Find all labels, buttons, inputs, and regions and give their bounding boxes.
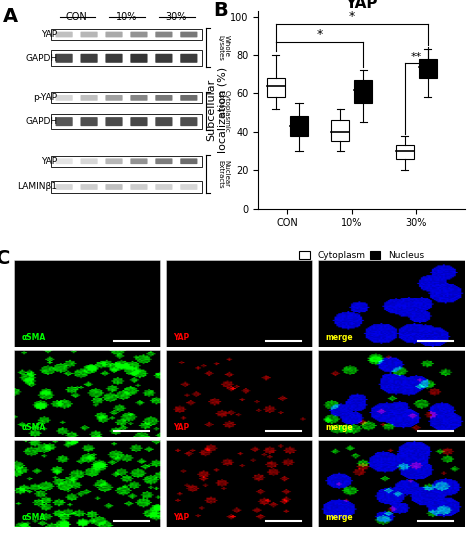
FancyBboxPatch shape	[180, 184, 198, 190]
Text: **: **	[410, 52, 422, 62]
Text: C: C	[0, 249, 10, 268]
FancyBboxPatch shape	[130, 54, 147, 63]
Text: Nuclear
Extracts: Nuclear Extracts	[217, 160, 230, 188]
Text: αSMA: αSMA	[21, 332, 46, 342]
Text: B: B	[213, 1, 228, 20]
FancyBboxPatch shape	[81, 95, 98, 101]
FancyBboxPatch shape	[105, 158, 123, 164]
FancyBboxPatch shape	[155, 54, 173, 63]
Bar	[51, 155, 202, 167]
Text: GAPDH: GAPDH	[25, 54, 57, 63]
Bar	[51, 29, 202, 40]
Text: Whole
Lysates: Whole Lysates	[217, 34, 230, 60]
Bar	[51, 51, 202, 66]
Text: YAP: YAP	[41, 157, 57, 166]
Text: αSMA: αSMA	[21, 423, 46, 432]
FancyBboxPatch shape	[130, 117, 147, 126]
FancyBboxPatch shape	[105, 32, 123, 38]
FancyBboxPatch shape	[55, 32, 73, 38]
Bar	[267, 78, 285, 97]
Text: *: *	[349, 10, 355, 23]
Bar	[355, 80, 373, 103]
Text: Cytoplasmic
Extracts: Cytoplasmic Extracts	[217, 89, 230, 132]
FancyBboxPatch shape	[81, 117, 98, 126]
FancyBboxPatch shape	[55, 184, 73, 190]
Text: p-YAP: p-YAP	[33, 94, 57, 102]
Text: merge: merge	[326, 332, 353, 342]
Text: YAP: YAP	[41, 30, 57, 39]
FancyBboxPatch shape	[130, 158, 147, 164]
Bar	[290, 117, 308, 136]
Bar	[51, 93, 202, 103]
Text: LAMINβ1: LAMINβ1	[18, 182, 57, 192]
Legend: Cytoplasm, Nucleus: Cytoplasm, Nucleus	[295, 247, 428, 264]
FancyBboxPatch shape	[105, 117, 123, 126]
FancyBboxPatch shape	[155, 117, 173, 126]
Bar	[331, 121, 349, 141]
Bar	[51, 114, 202, 130]
FancyBboxPatch shape	[155, 158, 173, 164]
FancyBboxPatch shape	[155, 95, 173, 101]
FancyBboxPatch shape	[55, 117, 73, 126]
Text: YAP: YAP	[173, 513, 190, 522]
Text: αSMA: αSMA	[21, 513, 46, 522]
Text: merge: merge	[326, 423, 353, 432]
Text: 10%: 10%	[116, 12, 137, 22]
FancyBboxPatch shape	[55, 158, 73, 164]
Text: YAP: YAP	[173, 332, 190, 342]
Text: *: *	[317, 27, 323, 40]
Bar	[419, 59, 437, 78]
FancyBboxPatch shape	[155, 184, 173, 190]
FancyBboxPatch shape	[81, 158, 98, 164]
FancyBboxPatch shape	[130, 184, 147, 190]
FancyBboxPatch shape	[105, 95, 123, 101]
FancyBboxPatch shape	[81, 184, 98, 190]
FancyBboxPatch shape	[55, 95, 73, 101]
Bar	[51, 181, 202, 193]
FancyBboxPatch shape	[180, 54, 198, 63]
Title: YAP: YAP	[345, 0, 378, 11]
FancyBboxPatch shape	[180, 32, 198, 38]
Text: CON: CON	[66, 12, 88, 22]
Text: GAPDH: GAPDH	[25, 117, 57, 126]
FancyBboxPatch shape	[105, 54, 123, 63]
FancyBboxPatch shape	[55, 54, 73, 63]
FancyBboxPatch shape	[105, 184, 123, 190]
Bar	[396, 145, 414, 159]
FancyBboxPatch shape	[180, 158, 198, 164]
FancyBboxPatch shape	[180, 117, 198, 126]
FancyBboxPatch shape	[81, 32, 98, 38]
FancyBboxPatch shape	[180, 95, 198, 101]
FancyBboxPatch shape	[155, 32, 173, 38]
Y-axis label: Subcellular
localization (%): Subcellular localization (%)	[206, 67, 228, 153]
Text: YAP: YAP	[173, 423, 190, 432]
Text: 30%: 30%	[166, 12, 187, 22]
FancyBboxPatch shape	[130, 95, 147, 101]
FancyBboxPatch shape	[130, 32, 147, 38]
FancyBboxPatch shape	[81, 54, 98, 63]
Text: merge: merge	[326, 513, 353, 522]
Text: A: A	[3, 7, 18, 26]
